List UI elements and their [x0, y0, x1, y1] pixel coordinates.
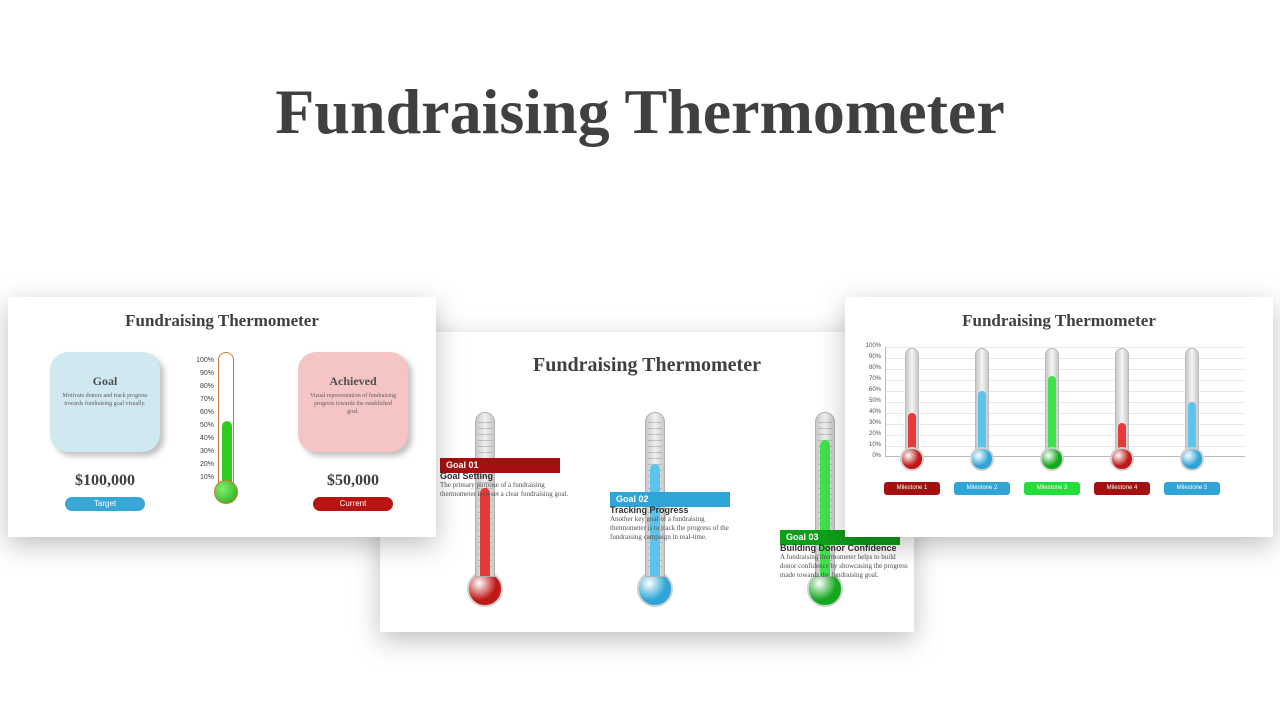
- slide3-title: Fundraising Thermometer: [845, 311, 1273, 331]
- thermometer-tube: [218, 352, 234, 487]
- milestone3-fill: [1048, 376, 1056, 456]
- current-pill: Current: [313, 497, 393, 511]
- goal1-bulb: [467, 571, 503, 607]
- slide-2: Fundraising Thermometer Goal 01Goal Sett…: [380, 332, 914, 632]
- slide-1: Fundraising Thermometer Goal Motivate do…: [8, 297, 436, 537]
- goal1-heading: Goal Setting: [440, 471, 493, 481]
- goal1-thermometer: [475, 412, 495, 577]
- milestone4-bulb: [1110, 447, 1134, 471]
- milestone2-fill: [978, 391, 986, 455]
- goal2-heading: Tracking Progress: [610, 505, 689, 515]
- milestone1-bulb: [900, 447, 924, 471]
- goal-column-2: Goal 02Tracking ProgressAnother key goal…: [575, 412, 735, 607]
- goal3-fill: [820, 440, 830, 576]
- goal3-thermometer: [815, 412, 835, 577]
- thermometer-bulb: [214, 480, 238, 504]
- slide1-title: Fundraising Thermometer: [8, 311, 436, 331]
- milestone2-thermometer: [975, 348, 989, 456]
- slide1-scale-labels: 100%90%80%70%60%50%40%30%20%10%: [188, 354, 214, 484]
- main-title: Fundraising Thermometer: [0, 75, 1280, 149]
- goal3-bulb: [807, 571, 843, 607]
- milestone5-thermometer: [1185, 348, 1199, 456]
- thermometer-fill: [222, 421, 232, 486]
- goal2-fill: [650, 464, 660, 576]
- goal1-desc: The primary purpose of a fundraising the…: [440, 481, 570, 499]
- slide-3: Fundraising Thermometer 100%90%80%70%60%…: [845, 297, 1273, 537]
- milestone3-label: Milestone 3: [1024, 482, 1080, 495]
- milestone3-bulb: [1040, 447, 1064, 471]
- goal2-banner: Goal 02: [610, 492, 730, 507]
- milestone4-label: Milestone 4: [1094, 482, 1150, 495]
- goal-amount: $100,000: [50, 472, 160, 490]
- goal-card-desc: Motivate donors and track progress towar…: [50, 389, 160, 409]
- goal2-bulb: [637, 571, 673, 607]
- achieved-card: Achieved Visual representation of fundra…: [298, 352, 408, 452]
- achieved-card-title: Achieved: [298, 374, 408, 389]
- slide2-title: Fundraising Thermometer: [380, 354, 914, 377]
- milestone2-bulb: [970, 447, 994, 471]
- goal-card: Goal Motivate donors and track progress …: [50, 352, 160, 452]
- achieved-card-desc: Visual representation of fundraising pro…: [298, 389, 408, 416]
- goal3-heading: Building Donor Confidence: [780, 543, 897, 553]
- goal3-desc: A fundraising thermometer helps to build…: [780, 553, 910, 580]
- slide3-yaxis: 100%90%80%70%60%50%40%30%20%10%0%: [859, 343, 881, 464]
- goal1-banner: Goal 01: [440, 458, 560, 473]
- goal2-thermometer: [645, 412, 665, 577]
- milestone5-bulb: [1180, 447, 1204, 471]
- milestone1-label: Milestone 1: [884, 482, 940, 495]
- milestone3-thermometer: [1045, 348, 1059, 456]
- slide3-chart: 100%90%80%70%60%50%40%30%20%10%0% Milest…: [885, 347, 1245, 472]
- milestone5-label: Milestone 5: [1164, 482, 1220, 495]
- milestone1-thermometer: [905, 348, 919, 456]
- milestone2-label: Milestone 2: [954, 482, 1010, 495]
- goal1-fill: [480, 488, 490, 576]
- achieved-amount: $50,000: [298, 472, 408, 490]
- goal-card-title: Goal: [50, 374, 160, 389]
- goal2-desc: Another key goal of a fundraising thermo…: [610, 515, 740, 542]
- milestone4-thermometer: [1115, 348, 1129, 456]
- target-pill: Target: [65, 497, 145, 511]
